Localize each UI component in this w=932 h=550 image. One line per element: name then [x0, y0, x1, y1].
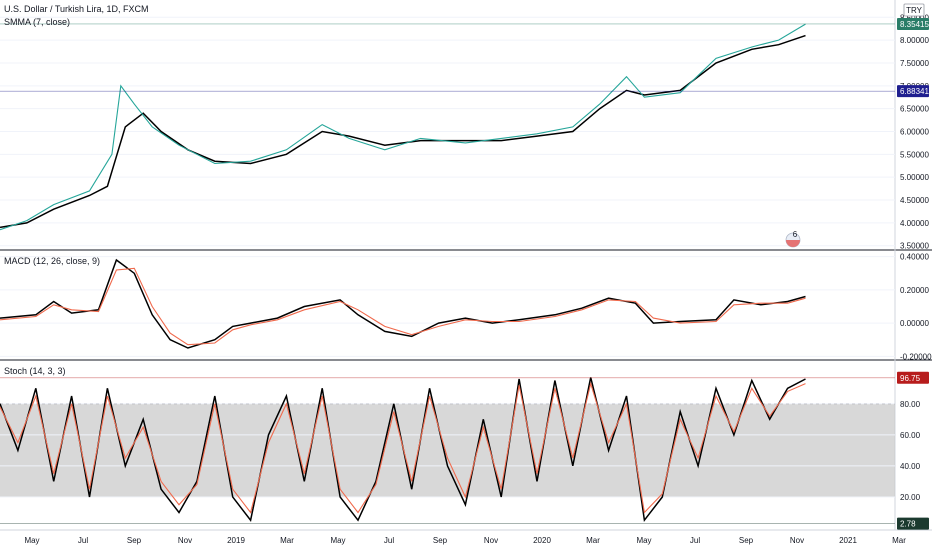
price-tag-label: 6.88341	[900, 87, 929, 96]
x-axis: May Jul Sep Nov 2019 Mar May Jul Sep Nov 2020 Mar Ma…	[24, 536, 906, 545]
y-tick-label: 3.50000	[900, 242, 929, 251]
currency-badge-label: TRY	[906, 6, 923, 15]
events-badge-count: 6	[793, 230, 798, 239]
macd-pane[interactable]: -0.20000 0.00000 0.20000 0.40000	[0, 253, 932, 362]
price-tag-label: 8.35415	[900, 20, 929, 29]
x-tick-label: Nov	[178, 536, 192, 545]
y-tick-label: 20.00	[900, 493, 921, 502]
y-tick-label: 0.20000	[900, 286, 929, 295]
y-tick-label: 7.50000	[900, 59, 929, 68]
x-tick-label: Nov	[484, 536, 498, 545]
series-line	[0, 23, 806, 231]
price-tag[interactable]	[897, 371, 929, 384]
currency-badge[interactable]	[903, 3, 925, 17]
x-tick-label: 2020	[533, 536, 551, 545]
x-tick-label: Sep	[433, 536, 448, 545]
x-tick-label: Jul	[78, 536, 88, 545]
macd-indicator-label: MACD (12, 26, close, 9)	[4, 256, 100, 266]
series-line	[0, 34, 806, 229]
series-line	[0, 267, 806, 346]
x-tick-label: Sep	[739, 536, 754, 545]
y-tick-label: 80.00	[900, 400, 921, 409]
y-tick-label: 8.00000	[900, 36, 929, 45]
x-tick-label: 2019	[227, 536, 245, 545]
price-pane[interactable]: 3.50000 4.00000 4.50000 5.00000 5.50000 6.000…	[0, 13, 929, 251]
stoch-band	[0, 403, 895, 497]
y-tick-label: -0.20000	[900, 352, 932, 361]
y-tick-label: 0.40000	[900, 253, 929, 262]
stoch-pane[interactable]: 20.00 40.00 60.00 80.00 96.75 2.78	[0, 371, 929, 530]
x-tick-label: May	[636, 536, 651, 545]
y-tick-label: 4.50000	[900, 196, 929, 205]
y-tick-label: 5.50000	[900, 150, 929, 159]
x-tick-label: Sep	[127, 536, 142, 545]
price-tag[interactable]	[897, 517, 929, 530]
chart-title: U.S. Dollar / Turkish Lira, 1D, FXCM	[4, 4, 149, 14]
events-flag-icon[interactable]: 6	[785, 230, 801, 248]
x-tick-label: Mar	[892, 536, 906, 545]
price-tag-label: 96.75	[900, 374, 921, 383]
y-tick-label: 40.00	[900, 462, 921, 471]
x-tick-label: Mar	[280, 536, 294, 545]
y-tick-label: 5.00000	[900, 173, 929, 182]
x-tick-label: May	[24, 536, 39, 545]
x-tick-label: Mar	[586, 536, 600, 545]
series-line	[0, 381, 806, 514]
price-indicator-label: SMMA (7, close)	[4, 17, 70, 27]
x-tick-label: Nov	[790, 536, 804, 545]
x-tick-label: 2021	[839, 536, 857, 545]
series-line	[0, 258, 806, 349]
x-tick-label: Jul	[384, 536, 394, 545]
y-tick-label: 6.00000	[900, 128, 929, 137]
price-tag[interactable]	[897, 85, 929, 98]
x-tick-label: May	[330, 536, 345, 545]
price-tag-label: 2.78	[900, 520, 916, 529]
x-tick-label: Jul	[690, 536, 700, 545]
stoch-indicator-label: Stoch (14, 3, 3)	[4, 366, 66, 376]
y-tick-label: 8.50000	[900, 13, 929, 22]
y-tick-label: 0.00000	[900, 319, 929, 328]
y-tick-label: 4.00000	[900, 219, 929, 228]
price-tag[interactable]	[897, 17, 929, 30]
y-tick-label: 60.00	[900, 431, 921, 440]
y-tick-label: 6.50000	[900, 105, 929, 114]
